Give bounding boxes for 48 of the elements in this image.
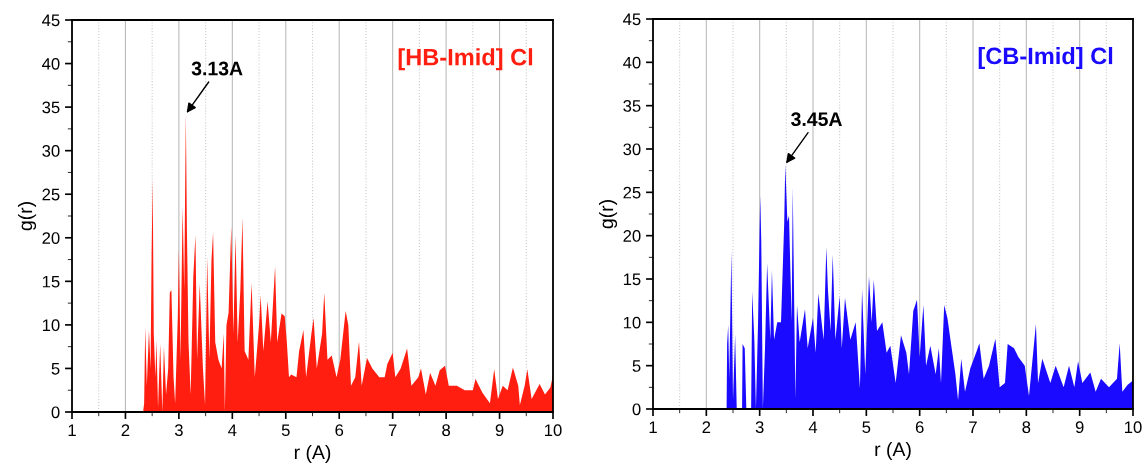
- y-tick-label: 45: [623, 13, 641, 26]
- x-tick-label: 5: [862, 421, 871, 434]
- x-axis-title: r (A): [294, 444, 331, 464]
- y-tick-label: 0: [632, 403, 641, 416]
- x-tick-label: 9: [1075, 421, 1084, 434]
- x-tick-label: 1: [68, 424, 76, 436]
- x-tick-label: 4: [808, 421, 818, 433]
- x-tick-label: 3: [174, 424, 183, 437]
- y-tick-label: 20: [623, 230, 641, 242]
- x-tick-label: 10: [1125, 421, 1142, 434]
- x-tick-label: 5: [281, 424, 290, 437]
- y-tick-label: 30: [623, 143, 641, 156]
- y-tick-label: 15: [623, 273, 641, 286]
- x-tick-label: 2: [121, 424, 130, 436]
- annotation: 3.45A: [791, 112, 842, 127]
- y-tick-label: 10: [623, 316, 641, 329]
- y-tick-label: 40: [42, 57, 60, 70]
- text: [HB-Imid] Cl: [398, 48, 533, 71]
- x-axis-title: r (A): [875, 441, 911, 461]
- y-tick-label: 35: [42, 101, 60, 114]
- x-tick-label: 6: [335, 424, 344, 437]
- x-tick-label: 9: [495, 424, 504, 437]
- x-tick-label: 6: [915, 421, 924, 434]
- x-tick-label: 7: [969, 421, 977, 433]
- y-tick-label: 10: [42, 319, 60, 332]
- x-tick-label: 3: [755, 421, 764, 434]
- y-tick-label: 35: [623, 100, 641, 112]
- x-tick-label: 7: [388, 424, 397, 436]
- x-tick-label: 2: [702, 421, 711, 433]
- x-tick-label: 1: [649, 421, 657, 433]
- y-tick-label: 25: [623, 186, 641, 199]
- y-tick-label: 5: [632, 360, 641, 372]
- y-axis-title: g(r): [17, 202, 37, 231]
- y-tick-label: 5: [51, 363, 60, 375]
- y-tick-label: 15: [42, 275, 60, 288]
- y-tick-label: 25: [42, 188, 60, 201]
- x-tick-label: 8: [442, 424, 451, 437]
- x-tick-label: 8: [1022, 421, 1031, 434]
- y-axis-title: g(r): [598, 200, 618, 229]
- text: [CB-Imid] Cl: [978, 47, 1113, 69]
- annotation: 3.13A: [191, 61, 243, 76]
- y-tick-label: 45: [42, 14, 60, 27]
- y-tick-label: 30: [42, 145, 60, 157]
- x-tick-label: 4: [228, 424, 237, 436]
- y-tick-label: 20: [42, 232, 60, 244]
- y-tick-label: 40: [623, 56, 641, 69]
- y-tick-label: 0: [51, 406, 60, 419]
- x-tick-label: 10: [545, 424, 562, 437]
